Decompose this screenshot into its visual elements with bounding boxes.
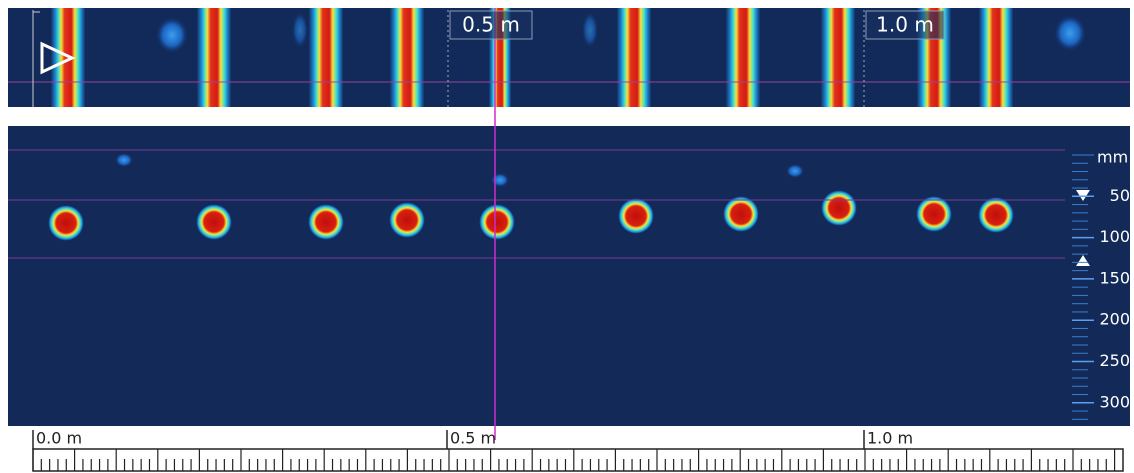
reflection-spot xyxy=(1054,15,1086,51)
depth-tick-label: 100 xyxy=(1099,227,1130,246)
rebar-stripe xyxy=(821,8,855,107)
depth-tick-label: 50 xyxy=(1110,186,1130,205)
depth-marker[interactable] xyxy=(1076,255,1090,266)
rebar-stripe xyxy=(309,8,343,107)
ruler-strip xyxy=(32,448,1124,472)
top-layer xyxy=(51,8,1086,107)
ruler-label: 0.5 m xyxy=(450,429,496,448)
reflection-spot xyxy=(582,12,598,48)
ruler: 0.0 m 0.5 m 1.0 m xyxy=(32,429,1124,472)
rebar-reflection xyxy=(196,204,232,240)
reflection-spot xyxy=(491,173,509,187)
rebar-stripe xyxy=(979,8,1013,107)
reflection-spot xyxy=(292,12,308,48)
distance-label: 0.5 m xyxy=(462,13,520,37)
rebar-reflection xyxy=(821,190,857,226)
depth-unit: mm xyxy=(1097,148,1128,167)
rebar-reflection xyxy=(48,205,84,241)
depth-tick-label: 200 xyxy=(1099,310,1130,329)
depth-scale: 50 100 150 200 250 300 xyxy=(1072,154,1130,420)
reflection-spot xyxy=(786,164,804,178)
reflection-spot xyxy=(115,153,133,167)
ruler-label: 1.0 m xyxy=(867,429,913,448)
reflection-spot xyxy=(156,17,188,53)
start-marker xyxy=(32,10,40,107)
rebar-reflection xyxy=(723,196,759,232)
ruler-label: 0.0 m xyxy=(36,429,82,448)
play-icon[interactable] xyxy=(40,41,76,75)
depth-panel xyxy=(8,126,1130,426)
rebar-reflection xyxy=(308,204,344,240)
rebar-reflection xyxy=(389,202,425,238)
label-box xyxy=(865,10,945,40)
rebar-stripe xyxy=(197,8,231,107)
rebar-stripe xyxy=(726,8,760,107)
depth-layer xyxy=(48,153,1014,241)
depth-tick-label: 250 xyxy=(1099,351,1130,370)
rebar-reflection xyxy=(978,197,1014,233)
rebar-stripe xyxy=(617,8,651,107)
rebar-reflection xyxy=(618,198,654,234)
depth-marker[interactable] xyxy=(1076,190,1090,201)
rebar-stripe xyxy=(390,8,424,107)
rebar-reflection xyxy=(479,204,515,240)
distance-label: 1.0 m xyxy=(876,13,934,37)
rebar-reflection xyxy=(916,196,952,232)
label-box xyxy=(449,10,533,40)
depth-tick-label: 150 xyxy=(1099,268,1130,287)
depth-tick-label: 300 xyxy=(1099,392,1130,411)
